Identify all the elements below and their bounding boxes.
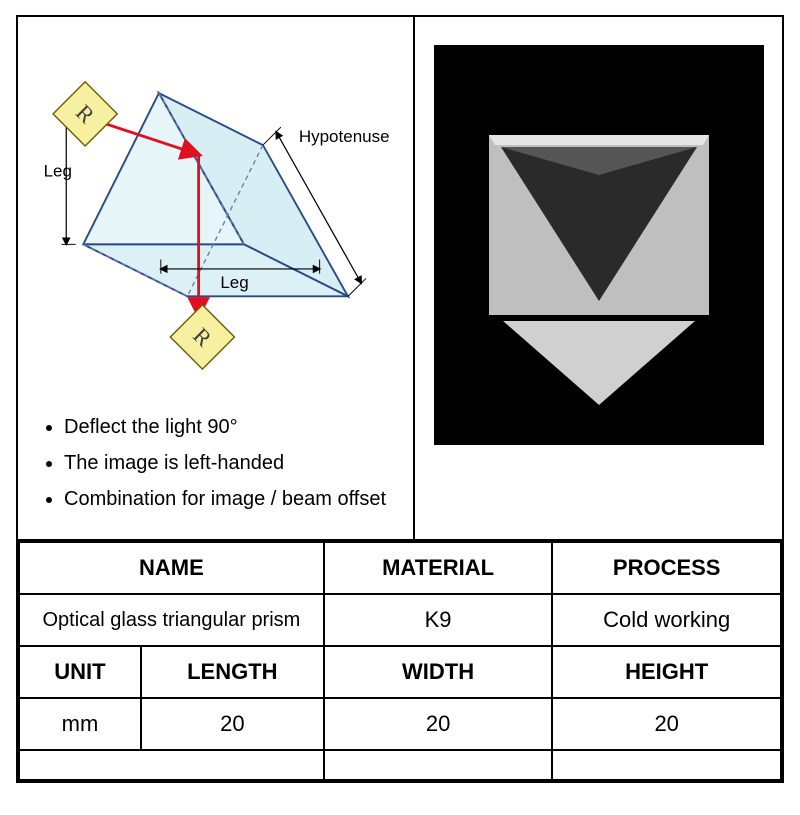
- diagram-cell: LegLegHypotenuseRR Deflect the light 90°…: [18, 17, 415, 539]
- photo-cell: [415, 17, 782, 539]
- col-width: WIDTH: [324, 646, 553, 698]
- bullet-item: Deflect the light 90°: [64, 409, 395, 445]
- svg-text:Leg: Leg: [220, 273, 248, 292]
- bullet-item: Combination for image / beam offset: [64, 481, 395, 517]
- table-row: mm 20 20 20: [19, 698, 781, 750]
- val-unit: mm: [19, 698, 141, 750]
- col-process: PROCESS: [552, 542, 781, 594]
- empty-cell: [552, 750, 781, 780]
- val-material: K9: [324, 594, 553, 646]
- table-row: [19, 750, 781, 780]
- prism-diagram: LegLegHypotenuseRR: [36, 29, 395, 403]
- feature-bullets: Deflect the light 90° The image is left-…: [36, 409, 395, 517]
- product-spec-sheet: LegLegHypotenuseRR Deflect the light 90°…: [16, 15, 784, 783]
- empty-cell: [324, 750, 553, 780]
- val-process: Cold working: [552, 594, 781, 646]
- col-material: MATERIAL: [324, 542, 553, 594]
- spec-table: NAME MATERIAL PROCESS Optical glass tria…: [18, 541, 782, 781]
- table-header-row: NAME MATERIAL PROCESS: [19, 542, 781, 594]
- prism-photo: [434, 45, 764, 445]
- col-height: HEIGHT: [552, 646, 781, 698]
- top-row: LegLegHypotenuseRR Deflect the light 90°…: [18, 17, 782, 541]
- col-unit: UNIT: [19, 646, 141, 698]
- svg-text:Hypotenuse: Hypotenuse: [299, 127, 390, 146]
- svg-text:Leg: Leg: [44, 161, 72, 180]
- col-length: LENGTH: [141, 646, 324, 698]
- val-name: Optical glass triangular prism: [19, 594, 324, 646]
- val-height: 20: [552, 698, 781, 750]
- val-width: 20: [324, 698, 553, 750]
- empty-cell: [19, 750, 324, 780]
- bullet-item: The image is left-handed: [64, 445, 395, 481]
- table-row: Optical glass triangular prism K9 Cold w…: [19, 594, 781, 646]
- table-header-row: UNIT LENGTH WIDTH HEIGHT: [19, 646, 781, 698]
- val-length: 20: [141, 698, 324, 750]
- col-name: NAME: [19, 542, 324, 594]
